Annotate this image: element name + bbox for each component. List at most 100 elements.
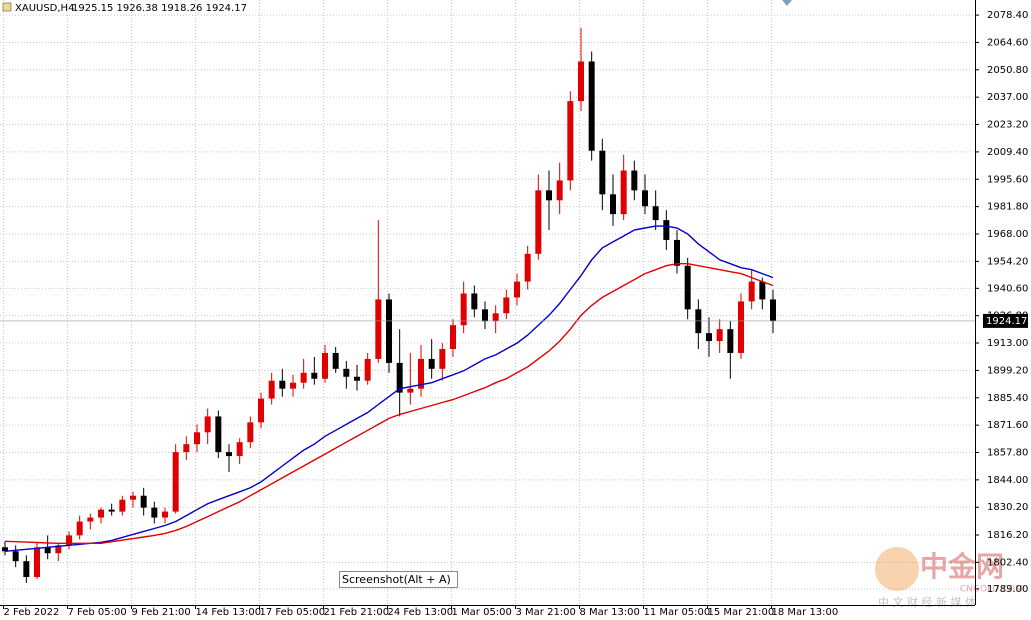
candle-body [748, 281, 755, 302]
candle-body [215, 416, 222, 453]
candle-body [98, 509, 104, 518]
candle-body [44, 547, 51, 554]
x-tick-label: 17 Feb 05:00 [260, 607, 326, 618]
candle-body [588, 61, 595, 151]
candle-body [674, 239, 680, 266]
candle-body [706, 333, 712, 342]
y-tick-label: 1940.60 [987, 283, 1028, 294]
x-tick-label: 2 Feb 2022 [4, 607, 60, 618]
watermark-brand: 中金网 [920, 550, 1004, 583]
y-tick-label: 1816.20 [987, 530, 1028, 541]
candle-body [300, 372, 307, 383]
grid [0, 0, 975, 605]
candle-body [450, 325, 456, 350]
y-tick-label: 1789.00 [987, 584, 1028, 595]
y-tick-label: 1995.60 [987, 174, 1028, 185]
x-tick-label: 1 Mar 05:00 [452, 607, 512, 618]
candle-body [460, 293, 467, 326]
candle-body [482, 309, 488, 322]
candle-body [599, 150, 606, 195]
candle-body [407, 388, 414, 393]
candle-body [76, 521, 83, 536]
candle-body [610, 194, 616, 215]
candle-body [66, 535, 72, 546]
candle-body [364, 358, 371, 381]
candle-body [727, 329, 734, 353]
candle-body [2, 547, 8, 552]
candle-body [471, 293, 478, 310]
candle-body [311, 372, 318, 379]
candle-body [236, 442, 243, 457]
candle-body [514, 281, 520, 298]
candle-body [12, 551, 19, 562]
candle-body [684, 265, 691, 310]
candle-body [546, 190, 552, 201]
candle-body [268, 380, 275, 399]
candle-body [354, 376, 360, 381]
candle-body [503, 297, 510, 314]
watermark-tagline: 中 文 财 经 新 媒 体 [878, 595, 976, 609]
y-tick-label: 1830.20 [987, 502, 1028, 513]
candle-body [226, 452, 232, 457]
y-tick-label: 1899.20 [987, 365, 1028, 376]
candle-body [567, 101, 574, 181]
y-tick-label: 2050.80 [987, 65, 1028, 76]
candle-body [652, 206, 659, 221]
candle-body [119, 499, 126, 512]
candle-body [556, 180, 563, 201]
tooltip-box [339, 571, 458, 588]
candle-body [279, 380, 286, 389]
candle-body [620, 170, 627, 215]
x-tick-label: 7 Feb 05:00 [68, 607, 127, 618]
candle-body [162, 511, 168, 518]
candle-body [695, 309, 702, 334]
y-tick-label: 1954.20 [987, 256, 1028, 267]
last-price-label: 1924.17 [986, 316, 1027, 327]
y-tick-label: 1968.00 [987, 229, 1028, 240]
watermark: 中金网 CNGOLD.COM 中 文 财 经 新 媒 体 [875, 547, 1023, 609]
y-tick-label: 2078.40 [987, 10, 1028, 21]
axis-labels: 2078.40 2064.60 2050.80 2037.00 2023.20 2009.… [3, 10, 1028, 618]
candle-body [194, 432, 200, 445]
candle-body [322, 352, 328, 379]
y-tick-label: 1981.80 [987, 202, 1028, 213]
candle-body [290, 382, 296, 389]
candle-body [663, 220, 670, 240]
watermark-logo [875, 547, 919, 591]
candle-body [396, 362, 403, 393]
y-tick-label: 1913.00 [987, 338, 1028, 349]
candle-body [524, 253, 531, 282]
y-tick-label: 1857.80 [987, 448, 1028, 459]
candle-body [642, 190, 648, 207]
y-tick-label: 2023.20 [987, 120, 1028, 131]
x-tick-label: 11 Mar 05:00 [644, 607, 711, 618]
candle-body [332, 352, 339, 369]
watermark-domain: CNGOLD.COM [960, 585, 1023, 595]
chart-title: XAUUSD,H4 [15, 3, 74, 14]
candle-body [418, 358, 424, 389]
y-tick-label: 2037.00 [987, 92, 1028, 103]
candle-body [343, 368, 350, 377]
x-tick-label: 21 Feb 21:00 [324, 607, 390, 618]
candle-body [759, 281, 766, 300]
candle-body [87, 517, 94, 522]
candle-body [130, 495, 136, 500]
y-tick-label: 1844.00 [987, 475, 1028, 486]
candle-body [386, 299, 392, 363]
plot [0, 27, 975, 583]
ohlc-text: 1925.15 1926.38 1918.26 1924.17 [72, 3, 247, 14]
tooltip: Screenshot(Alt + A) [342, 573, 451, 586]
candle-body [204, 416, 211, 433]
candle-body [492, 313, 499, 322]
candle-body [375, 299, 382, 359]
x-tick-label: 18 Mar 13:00 [772, 607, 839, 618]
candle-body [23, 561, 30, 578]
moving-average [4, 225, 774, 552]
x-tick-label: 3 Mar 21:00 [516, 607, 576, 618]
candle-body [183, 444, 190, 453]
candle-body [578, 61, 584, 102]
candle-body [631, 170, 638, 191]
candle-body [439, 349, 446, 369]
